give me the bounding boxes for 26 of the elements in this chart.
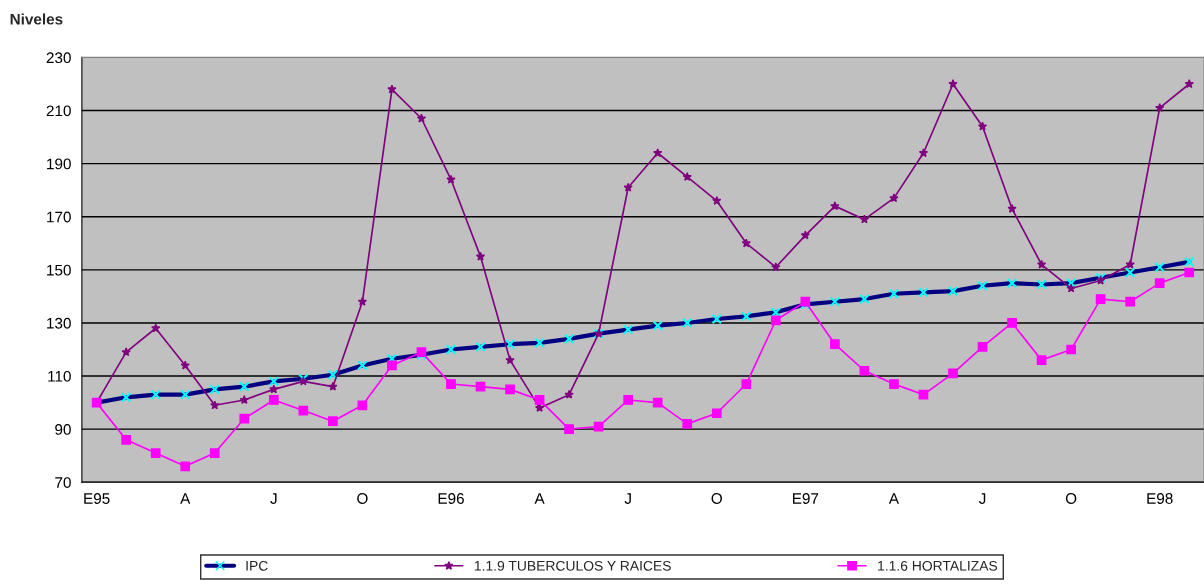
x-tick-label: E98 bbox=[1147, 493, 1173, 504]
x-tick-label: E97 bbox=[793, 493, 819, 504]
y-tick-label: 110 bbox=[48, 370, 71, 382]
legend-label: 1.1.6 HORTALIZAS bbox=[878, 560, 998, 571]
x-tick-label: E95 bbox=[84, 493, 110, 504]
y-tick-label: 70 bbox=[55, 477, 71, 488]
y-axis-title: Niveles bbox=[10, 13, 63, 25]
x-tick-label: J bbox=[270, 493, 277, 504]
y-tick-label: 210 bbox=[46, 105, 71, 117]
x-tick-label: J bbox=[624, 493, 631, 504]
y-tick-label: 170 bbox=[47, 211, 71, 223]
x-tick-label: A bbox=[534, 493, 545, 504]
x-tick-label: E96 bbox=[438, 493, 464, 504]
legend-label: IPC bbox=[246, 560, 268, 571]
x-tick-label: O bbox=[357, 493, 368, 504]
y-tick-label: 230 bbox=[46, 52, 71, 64]
x-tick-label: J bbox=[978, 493, 986, 504]
y-tick-label: 90 bbox=[55, 424, 71, 435]
legend-label: 1.1.9 TUBERCULOS Y RAICES bbox=[474, 560, 671, 571]
x-tick-label: A bbox=[888, 493, 899, 504]
y-tick-label: 130 bbox=[47, 317, 71, 329]
y-tick-label: 150 bbox=[47, 264, 71, 276]
x-tick-label: O bbox=[711, 493, 722, 504]
y-tick-label: 190 bbox=[47, 158, 71, 170]
x-tick-label: A bbox=[180, 493, 191, 504]
x-tick-label: O bbox=[1065, 493, 1077, 504]
